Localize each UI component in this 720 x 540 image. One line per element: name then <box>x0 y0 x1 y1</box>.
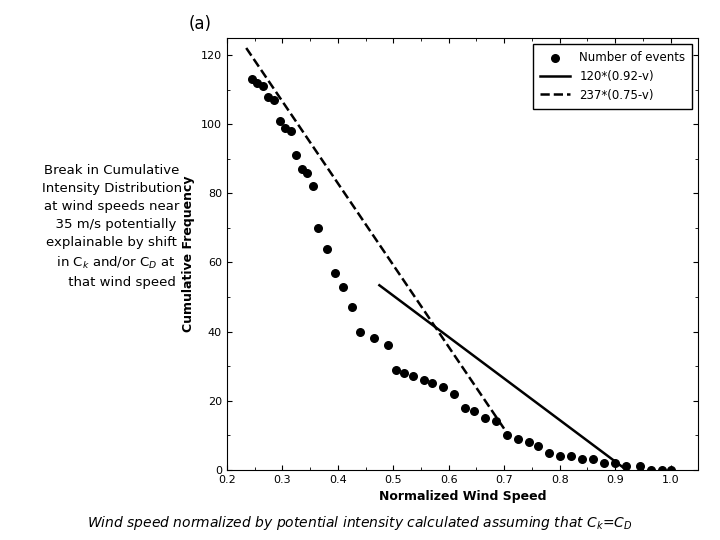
Line: 237*(0.75-v): 237*(0.75-v) <box>246 48 507 433</box>
Number of events <box>490 417 502 426</box>
Number of events <box>302 168 313 177</box>
Number of events <box>290 151 302 160</box>
Number of events <box>321 244 333 253</box>
237*(0.75-v) <box>402 280 410 287</box>
Text: Wind speed normalized by potential intensity calculated assuming that $C_k$=$C_D: Wind speed normalized by potential inten… <box>87 514 633 532</box>
Number of events <box>554 451 565 460</box>
Number of events <box>279 123 291 132</box>
Number of events <box>312 224 324 232</box>
Number of events <box>338 282 349 291</box>
Number of events <box>346 303 357 312</box>
Number of events <box>407 372 418 381</box>
Number of events <box>390 365 402 374</box>
120*(0.92-v) <box>583 437 592 444</box>
Number of events <box>296 165 307 173</box>
237*(0.75-v) <box>242 45 251 51</box>
X-axis label: Normalized Wind Speed: Normalized Wind Speed <box>379 490 546 503</box>
Number of events <box>399 369 410 377</box>
120*(0.92-v) <box>521 392 530 398</box>
237*(0.75-v) <box>478 394 487 400</box>
Number of events <box>368 334 379 343</box>
Number of events <box>268 96 279 104</box>
Number of events <box>418 376 430 384</box>
Y-axis label: Cumulative Frequency: Cumulative Frequency <box>182 176 195 332</box>
Number of events <box>251 78 263 87</box>
120*(0.92-v) <box>375 282 384 288</box>
Text: (a): (a) <box>189 16 212 33</box>
Number of events <box>532 441 544 450</box>
Number of events <box>598 458 610 467</box>
Number of events <box>634 462 646 471</box>
Text: Break in Cumulative
Intensity Distribution
at wind speeds near
  35 m/s potentia: Break in Cumulative Intensity Distributi… <box>42 164 181 289</box>
Number of events <box>468 407 480 415</box>
Number of events <box>307 182 318 191</box>
Number of events <box>479 414 490 422</box>
237*(0.75-v) <box>462 369 470 376</box>
Number of events <box>382 341 393 350</box>
Number of events <box>609 458 621 467</box>
Number of events <box>576 455 588 464</box>
Number of events <box>501 431 513 440</box>
Number of events <box>513 434 524 443</box>
120*(0.92-v) <box>599 449 608 456</box>
Number of events <box>274 117 285 125</box>
Number of events <box>449 389 460 398</box>
Number of events <box>543 448 554 457</box>
120*(0.92-v) <box>522 392 531 399</box>
Number of events <box>285 127 297 136</box>
Number of events <box>438 382 449 391</box>
Number of events <box>565 451 577 460</box>
Number of events <box>645 465 657 474</box>
Number of events <box>257 82 269 91</box>
Number of events <box>263 92 274 101</box>
237*(0.75-v) <box>396 273 405 279</box>
120*(0.92-v) <box>526 395 535 401</box>
Line: 120*(0.92-v): 120*(0.92-v) <box>379 285 626 470</box>
Number of events <box>246 75 258 84</box>
120*(0.92-v) <box>622 467 631 473</box>
120*(0.92-v) <box>376 282 384 289</box>
Number of events <box>621 462 632 471</box>
Number of events <box>426 379 438 388</box>
Number of events <box>523 438 535 447</box>
237*(0.75-v) <box>397 274 406 280</box>
Number of events <box>665 465 676 474</box>
Number of events <box>588 455 599 464</box>
Number of events <box>354 327 366 336</box>
237*(0.75-v) <box>503 430 511 436</box>
Number of events <box>459 403 471 412</box>
237*(0.75-v) <box>243 46 251 52</box>
Number of events <box>329 268 341 277</box>
Legend: Number of events, 120*(0.92-v), 237*(0.75-v): Number of events, 120*(0.92-v), 237*(0.7… <box>534 44 693 109</box>
Number of events <box>657 465 668 474</box>
